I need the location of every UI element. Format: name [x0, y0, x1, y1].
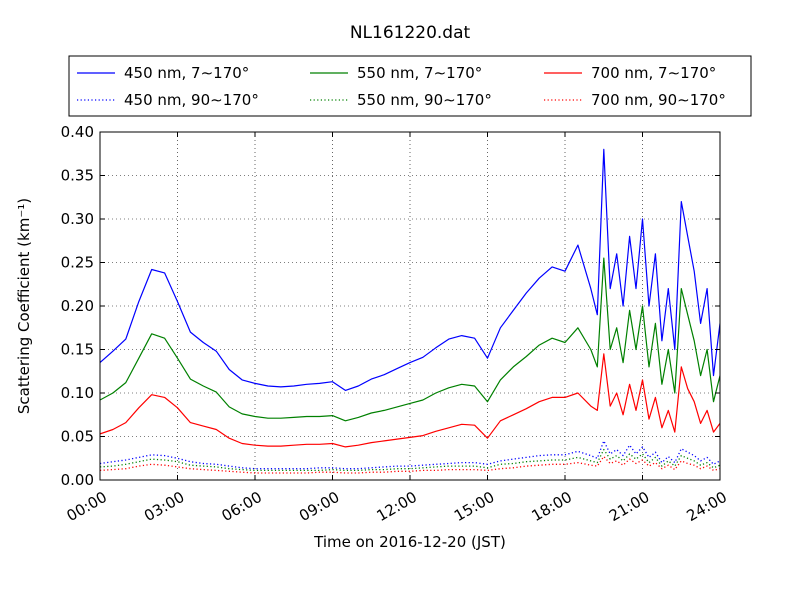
series-line: [100, 257, 720, 422]
y-tick-label: 0.30: [61, 210, 94, 228]
x-tick-label: 18:00: [529, 488, 575, 525]
x-tick-label: 03:00: [141, 488, 187, 525]
x-tick-label: 21:00: [606, 488, 652, 525]
y-tick-label: 0.10: [61, 384, 94, 402]
legend-box: [68, 55, 752, 117]
series-line: [100, 440, 720, 470]
legend-label: 450 nm, 7∼170°: [124, 64, 249, 82]
legend-label: 550 nm, 7∼170°: [357, 64, 482, 82]
chart-title: NL161220.dat: [350, 23, 471, 43]
y-axis-label: Scattering Coefficient (km⁻¹): [15, 198, 33, 414]
y-tick-label: 0.00: [61, 471, 94, 489]
y-tick-label: 0.25: [61, 254, 94, 272]
y-tick-label: 0.35: [61, 167, 94, 185]
x-tick-label: 15:00: [451, 488, 497, 525]
x-tick-label: 00:00: [64, 488, 110, 525]
legend-label: 700 nm, 7∼170°: [591, 64, 716, 82]
y-tick-label: 0.40: [61, 123, 94, 141]
x-axis-label: Time on 2016-12-20 (JST): [313, 533, 506, 551]
legend-label: 700 nm, 90∼170°: [591, 91, 726, 109]
series-line: [100, 448, 720, 472]
x-tick-label: 06:00: [219, 488, 265, 525]
y-tick-label: 0.20: [61, 297, 94, 315]
series-line: [100, 353, 720, 448]
x-tick-label: 09:00: [296, 488, 342, 525]
x-tick-label: 24:00: [684, 488, 730, 525]
legend-label: 450 nm, 90∼170°: [124, 91, 259, 109]
y-tick-label: 0.15: [61, 341, 94, 359]
y-tick-label: 0.05: [61, 428, 94, 446]
series-line: [100, 148, 720, 391]
plot-area: 00:00 03:00 06:00 09:00 12:00 15:00 18:00 21:00…: [61, 123, 730, 525]
legend-label: 550 nm, 90∼170°: [357, 91, 492, 109]
x-tick-label: 12:00: [374, 488, 420, 525]
legend: 450 nm, 7∼170° 550 nm, 7∼170° 700 nm, 7∼17…: [68, 55, 752, 117]
